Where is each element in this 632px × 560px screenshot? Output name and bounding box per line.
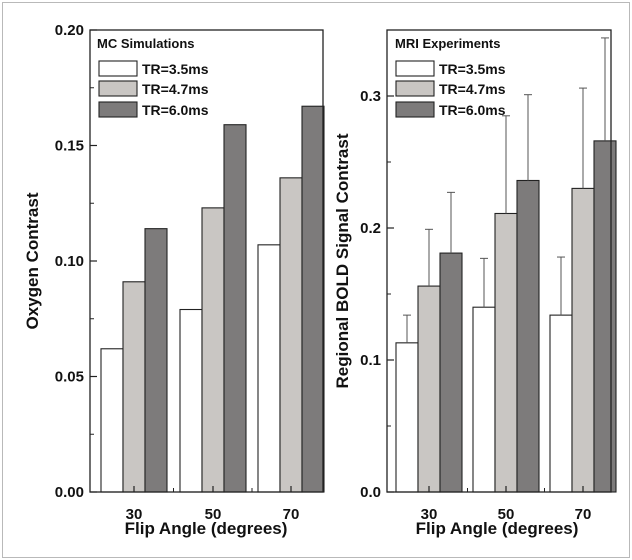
legend-label: TR=4.7ms [142, 81, 209, 97]
bar-tr-3-5ms-50 [472, 306, 496, 493]
y-axis-title: Regional BOLD Signal Contrast [333, 133, 352, 388]
legend-title: MRI Experiments [395, 36, 500, 51]
x-tick-label: 30 [126, 506, 143, 523]
plot-frame [386, 29, 612, 493]
legend-label: TR=6.0ms [142, 102, 209, 118]
bar-tr-4-7ms-50 [201, 207, 225, 493]
x-tick-label: 70 [283, 506, 300, 523]
legend-swatch [98, 80, 138, 97]
legend-label: TR=3.5ms [439, 61, 506, 77]
y-tick-label: 0.05 [55, 369, 84, 386]
legend-label: TR=4.7ms [439, 81, 506, 97]
chart-mc-simulations: 0.00 0.05 0.10 0.15 0.20 MC Simulations TR=3… [23, 22, 325, 538]
y-axis-labels: 0.00 0.05 0.10 0.15 0.20 [55, 22, 97, 501]
bar-tr-3-5ms-70 [549, 314, 573, 493]
y-axis-labels: 0.0 0.1 0.2 0.3 [360, 29, 394, 501]
x-axis-title: Flip Angle (degrees) [416, 519, 579, 538]
legend: MC Simulations TR=3.5ms TR=4.7ms TR=6.0ms [97, 36, 209, 118]
plot-frame [89, 29, 324, 493]
bar-tr-4-7ms-30 [417, 285, 441, 493]
bar-tr-6-0ms-70 [301, 105, 325, 493]
bar-tr-6-0ms-50 [516, 179, 540, 493]
y-tick-label: 0.2 [360, 220, 381, 237]
chart-mri-experiments: 0.0 0.1 0.2 0.3 MRI Experiments TR=3.5ms TR=… [333, 29, 617, 538]
legend-swatch [98, 101, 138, 118]
legend-label: TR=6.0ms [439, 102, 506, 118]
bar-tr-4-7ms-50 [494, 212, 518, 493]
bar-tr-3-5ms-50 [179, 308, 203, 493]
legend-swatch [395, 101, 435, 118]
legend-swatch [98, 60, 138, 77]
bar-tr-4-7ms-30 [122, 281, 146, 493]
y-tick-label: 0.1 [360, 352, 381, 369]
x-tick-label: 50 [205, 506, 222, 523]
x-axis-title: Flip Angle (degrees) [125, 519, 288, 538]
y-tick-label: 0.20 [55, 22, 84, 39]
legend-swatch [395, 80, 435, 97]
y-tick-label: 0.15 [55, 138, 84, 155]
x-tick-label: 70 [575, 506, 592, 523]
bar-tr-4-7ms-70 [571, 187, 595, 493]
y-tick-label: 0.0 [360, 484, 381, 501]
legend-swatch [395, 60, 435, 77]
legend: MRI Experiments TR=3.5ms TR=4.7ms TR=6.0ms [395, 36, 506, 118]
y-tick-label: 0.00 [55, 484, 84, 501]
legend-label: TR=3.5ms [142, 61, 209, 77]
x-axis-labels: 30 50 70 [126, 486, 300, 523]
y-tick-label: 0.10 [55, 253, 84, 270]
bar-tr-6-0ms-30 [144, 228, 168, 493]
bar-tr-3-5ms-30 [100, 348, 124, 493]
legend-title: MC Simulations [97, 36, 195, 51]
bar-tr-6-0ms-50 [223, 124, 247, 493]
bar-tr-6-0ms-70 [593, 140, 617, 493]
bar-tr-6-0ms-30 [439, 252, 463, 493]
y-tick-label: 0.3 [360, 88, 381, 105]
x-tick-label: 30 [421, 506, 438, 523]
bar-tr-3-5ms-70 [257, 244, 281, 493]
y-axis-title: Oxygen Contrast [23, 192, 42, 329]
bars [100, 105, 325, 493]
x-tick-label: 50 [498, 506, 515, 523]
bar-tr-4-7ms-70 [279, 177, 303, 493]
x-axis-labels: 30 50 70 [421, 486, 592, 523]
bar-tr-3-5ms-30 [395, 342, 419, 493]
